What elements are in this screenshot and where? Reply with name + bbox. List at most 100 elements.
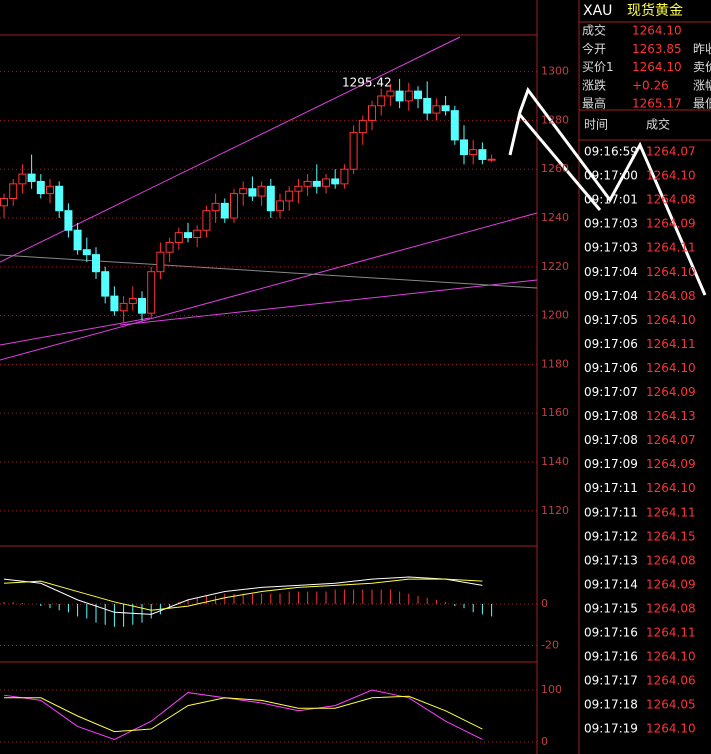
candle-body <box>119 302 128 312</box>
candle-body <box>92 254 100 273</box>
candle-body <box>395 90 404 102</box>
candle-body <box>165 241 174 253</box>
tick-price: 1264.09 <box>646 457 696 471</box>
quote-value: 1264.10 <box>632 60 682 74</box>
tick-time: 09:17:15 <box>584 601 638 615</box>
candle-body <box>450 110 459 141</box>
col-header: 成交 <box>646 117 670 132</box>
tick-price: 1264.10 <box>646 722 696 736</box>
y-tick-label: 1120 <box>541 504 569 517</box>
candle-body <box>211 202 220 212</box>
tick-time: 09:17:16 <box>584 626 638 640</box>
quote-label: 昨收 <box>693 42 711 56</box>
y-tick-label: 100 <box>541 683 562 696</box>
candle-body <box>138 298 146 314</box>
quote-label: 成交 <box>582 23 606 38</box>
candle-body <box>487 158 496 161</box>
y-tick-label: 1140 <box>541 455 569 468</box>
tick-price: 1264.09 <box>646 577 696 591</box>
tick-price: 1264.10 <box>646 361 696 375</box>
candle-body <box>478 149 487 160</box>
candle-body <box>18 173 27 185</box>
tick-price: 1264.11 <box>646 626 696 640</box>
tick-price: 1264.08 <box>646 601 696 615</box>
y-tick-label: 1220 <box>541 260 569 273</box>
tick-price: 1264.05 <box>646 698 696 712</box>
candle-body <box>101 271 110 297</box>
tick-price: 1264.13 <box>646 409 696 423</box>
candle-body <box>0 197 8 207</box>
candle-body <box>432 105 441 114</box>
quote-label: 最高 <box>582 96 606 111</box>
candle-body <box>349 132 358 170</box>
y-tick-label: 1200 <box>541 309 569 322</box>
tick-time: 09:16:59 <box>584 145 638 159</box>
candle-body <box>174 232 183 243</box>
tick-time: 09:17:19 <box>584 722 638 736</box>
tick-time: 09:17:17 <box>584 674 638 688</box>
candle-body <box>220 202 229 219</box>
candle-body <box>55 185 64 212</box>
tick-time: 09:17:04 <box>584 289 638 303</box>
y-tick-label: 1240 <box>541 211 569 224</box>
trend-lines <box>0 36 538 361</box>
candle-body <box>257 185 266 197</box>
tick-price: 1264.15 <box>646 529 696 543</box>
tick-time: 09:17:16 <box>584 650 638 664</box>
candle-body <box>202 210 211 231</box>
tick-price: 1264.10 <box>646 650 696 664</box>
tick-time: 09:17:06 <box>584 361 638 375</box>
candle-body <box>377 95 386 107</box>
tick-time: 09:17:12 <box>584 529 638 543</box>
candle-body <box>312 180 321 187</box>
candle-body <box>423 97 432 114</box>
indicator-line <box>3 576 483 615</box>
y-tick-label: -20 <box>541 638 559 651</box>
tick-time: 09:17:03 <box>584 217 638 231</box>
quote-label: 涨跌 <box>582 77 606 92</box>
tick-time: 09:17:04 <box>584 265 638 279</box>
candle-body <box>441 105 450 112</box>
candle-body <box>156 251 165 273</box>
tick-time: 09:17:01 <box>584 193 638 207</box>
tick-price: 1264.11 <box>646 505 696 519</box>
candle-body <box>331 178 340 185</box>
tick-time: 09:17:11 <box>584 505 638 519</box>
tick-price: 1264.09 <box>646 217 696 231</box>
quote-label: 最低 <box>693 97 711 111</box>
tick-price: 1264.07 <box>646 145 696 159</box>
candle-body <box>230 193 238 219</box>
y-tick-label: 1260 <box>541 162 569 175</box>
candle-body <box>248 188 257 197</box>
candle-body <box>414 90 422 99</box>
candle-body <box>239 188 248 195</box>
col-header: 时间 <box>584 118 608 132</box>
candle-body <box>294 185 303 192</box>
tick-time: 09:17:08 <box>584 409 638 423</box>
tick-time: 09:17:14 <box>584 577 638 591</box>
tick-time: 09:17:00 <box>584 169 638 183</box>
quote-label: 涨幅 <box>693 77 711 92</box>
candle-body <box>128 298 137 304</box>
candle-body <box>266 185 275 212</box>
tick-price: 1264.08 <box>646 289 696 303</box>
candle-body <box>147 271 156 314</box>
tick-price: 1264.10 <box>646 481 696 495</box>
y-tick-label: 1300 <box>541 65 569 78</box>
y-tick-label: 1160 <box>541 406 569 419</box>
tick-time: 09:17:18 <box>584 698 638 712</box>
candle-body <box>404 90 413 102</box>
tick-price: 1264.11 <box>646 337 696 351</box>
quote-value: 1263.85 <box>632 42 682 56</box>
candle-body <box>340 168 349 185</box>
candle-body <box>82 249 91 256</box>
tick-price: 1264.06 <box>646 674 696 688</box>
arrows <box>508 86 707 296</box>
tick-price: 1264.09 <box>646 385 696 399</box>
quote-value: 1265.17 <box>632 97 682 111</box>
y-tick-label: 0 <box>541 597 548 610</box>
quote-value: 1264.10 <box>632 24 682 38</box>
candle-body <box>64 210 73 231</box>
